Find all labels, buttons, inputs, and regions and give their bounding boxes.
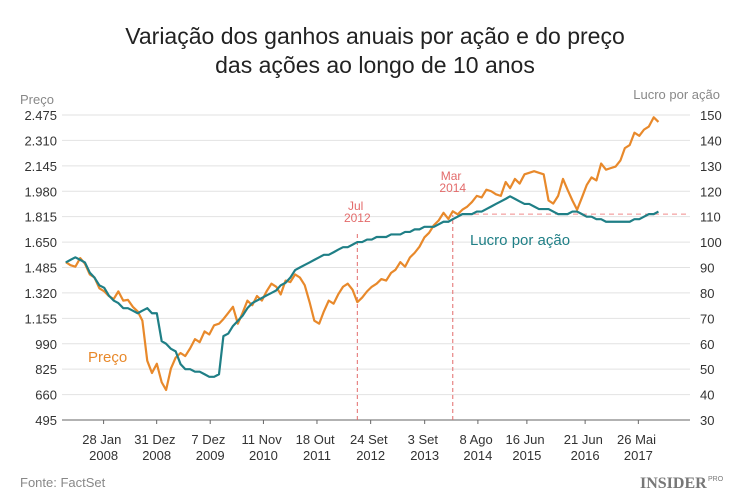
y2-tick-label: 150	[700, 108, 722, 123]
y2-axis-title: Lucro por ação	[633, 87, 720, 102]
y2-tick-label: 130	[700, 159, 722, 174]
y-tick-label: 2.475	[24, 108, 57, 123]
x-tick-label: 7 Dez 2009	[191, 432, 229, 463]
x-tick-label: 31 Dez 2008	[134, 432, 179, 463]
x-tick-label: 18 Out 2011	[296, 432, 339, 463]
y2-tick-label: 90	[700, 261, 714, 276]
y2-tick-label: 50	[700, 362, 714, 377]
y2-tick-label: 80	[700, 286, 714, 301]
y-tick-label: 1.320	[24, 286, 57, 301]
y-tick-label: 1.155	[24, 311, 57, 326]
y2-tick-label: 140	[700, 133, 722, 148]
source: Fonte: FactSet	[20, 475, 106, 490]
x-tick-label: 8 Ago 2014	[459, 432, 496, 463]
logo-sup: PRO	[708, 476, 724, 483]
series-label: Lucro por ação	[470, 232, 570, 249]
y-tick-label: 1.980	[24, 184, 57, 199]
y2-tick-label: 70	[700, 311, 714, 326]
annotation-label: Mar 2014	[439, 169, 466, 195]
y2-tick-label: 120	[700, 184, 722, 199]
y-tick-label: 1.650	[24, 235, 57, 250]
x-tick-label: 11 Nov 2010	[242, 432, 286, 463]
x-tick-label: 24 Set 2012	[350, 432, 391, 463]
y2-tick-label: 110	[700, 210, 721, 225]
annotation-label: Jul 2012	[344, 199, 371, 225]
y-tick-label: 495	[35, 413, 57, 428]
y2-tick-label: 60	[700, 337, 714, 352]
y-axis-title: Preço	[20, 92, 54, 107]
series-line	[65, 116, 660, 392]
series-line	[65, 195, 659, 378]
y-tick-label: 825	[35, 362, 57, 377]
series-label: Preço	[88, 349, 127, 366]
y-tick-label: 660	[35, 388, 57, 403]
y2-tick-label: 30	[700, 413, 714, 428]
x-tick-label: 3 Set 2013	[408, 432, 442, 463]
y-tick-label: 2.145	[24, 159, 57, 174]
chart-title: das ações ao longo de 10 anos	[215, 52, 535, 78]
x-tick-label: 16 Jun 2015	[506, 432, 549, 463]
y-tick-label: 990	[35, 337, 57, 352]
y-tick-label: 2.310	[24, 133, 57, 148]
x-tick-label: 26 Mai 2017	[617, 432, 660, 463]
logo: INSIDER	[640, 475, 707, 492]
chart-title: Variação dos ganhos anuais por ação e do…	[125, 23, 625, 49]
y2-tick-label: 40	[700, 388, 714, 403]
x-tick-label: 28 Jan 2008	[82, 432, 125, 463]
y-tick-label: 1.485	[24, 261, 57, 276]
x-tick-label: 21 Jun 2016	[564, 432, 607, 463]
y-tick-label: 1.815	[24, 210, 57, 225]
y2-tick-label: 100	[700, 235, 722, 250]
